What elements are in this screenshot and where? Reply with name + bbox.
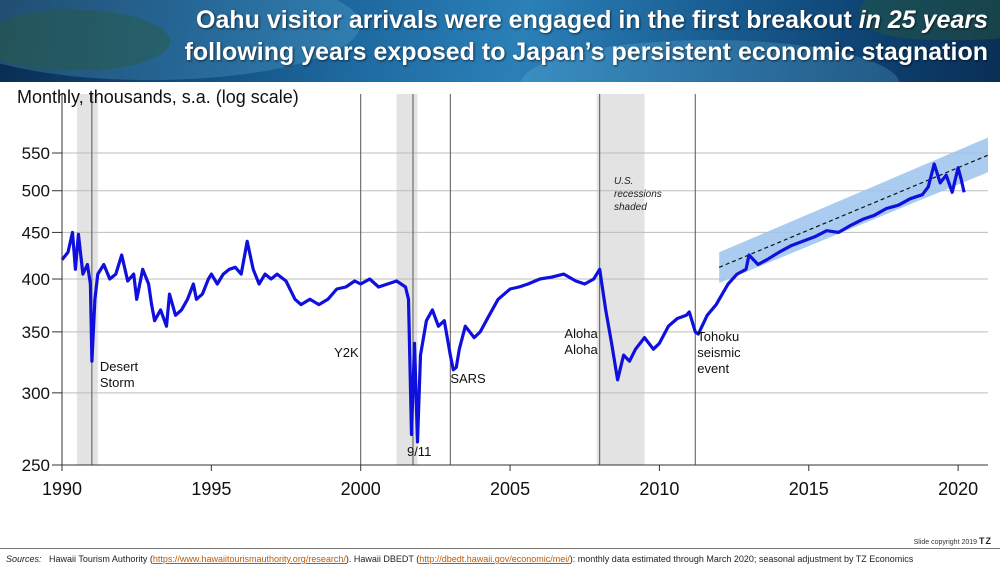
- event-label: Y2K: [334, 345, 359, 360]
- source-note-text: ): monthly data estimated through March …: [569, 554, 914, 564]
- source-2-text: ). Hawaii DBEDT (: [345, 554, 420, 564]
- slide-title-line-2: following years exposed to Japan’s persi…: [184, 38, 988, 66]
- line-chart: 250 300 350 400 450 500 550 1990 1995 2000 2005 201…: [17, 87, 989, 499]
- title-emphasis: in 25 years: [858, 6, 988, 34]
- copyright-notice: Slide copyright 2019 TZ: [914, 536, 992, 546]
- sources-label: Sources:: [6, 554, 42, 564]
- annotations: Desert Storm Y2K 9/11 SARS Aloha Aloha Tohoku se…: [100, 176, 741, 459]
- axes: 250 300 350 400 450 500 550 1990 1995 2000 2005 201…: [22, 94, 988, 499]
- x-tick-label: 2000: [341, 479, 381, 499]
- sources-footer: Sources: Hawaii Tourism Authority (https…: [0, 548, 1000, 579]
- event-label: 9/11: [407, 444, 431, 459]
- y-tick-label: 250: [22, 456, 50, 475]
- y-tick-label: 400: [22, 270, 50, 289]
- event-label: Tohoku seismic event: [697, 329, 741, 376]
- title-banner: Oahu visitor arrivals were engaged in th…: [0, 0, 1000, 82]
- source-1-text: Hawaii Tourism Authority (: [49, 554, 153, 564]
- series-line-path: [60, 162, 966, 444]
- hta-research-link[interactable]: https://www.hawaiitourismauthority.org/r…: [152, 554, 346, 564]
- x-tick-label: 1995: [191, 479, 231, 499]
- slide-title-line-1: Oahu visitor arrivals were engaged in th…: [196, 6, 988, 35]
- trend-band: [718, 137, 989, 283]
- brand-logo: TZ: [979, 536, 992, 546]
- y-tick-label: 500: [22, 182, 50, 201]
- y-tick-label: 450: [22, 223, 50, 242]
- event-label: Desert Storm: [100, 359, 139, 390]
- x-tick-label: 1990: [42, 479, 82, 499]
- trend-band-area: [719, 137, 988, 283]
- banner-island-decoration: [860, 0, 1000, 40]
- sources-text: Sources: Hawaii Tourism Authority (https…: [6, 554, 991, 565]
- event-label: Aloha Aloha: [564, 326, 598, 357]
- x-tick-label: 2015: [789, 479, 829, 499]
- series-line: [60, 162, 966, 444]
- y-axis-label: Monthly, thousands, s.a. (log scale): [17, 87, 299, 107]
- x-tick-label: 2005: [490, 479, 530, 499]
- x-tick-label: 2010: [639, 479, 679, 499]
- y-tick-label: 300: [22, 384, 50, 403]
- recession-note: U.S. recessions shaded: [614, 176, 662, 213]
- dbedt-mei-link[interactable]: http://dbedt.hawaii.gov/economic/mei/: [419, 554, 570, 564]
- y-tick-label: 550: [22, 144, 50, 163]
- copyright-text: Slide copyright 2019: [913, 539, 978, 546]
- y-tick-label: 350: [22, 323, 50, 342]
- banner-island-decoration: [0, 10, 170, 70]
- x-tick-label: 2020: [938, 479, 978, 499]
- event-label: SARS: [450, 371, 486, 386]
- title-text: Oahu visitor arrivals were engaged in th…: [196, 6, 859, 34]
